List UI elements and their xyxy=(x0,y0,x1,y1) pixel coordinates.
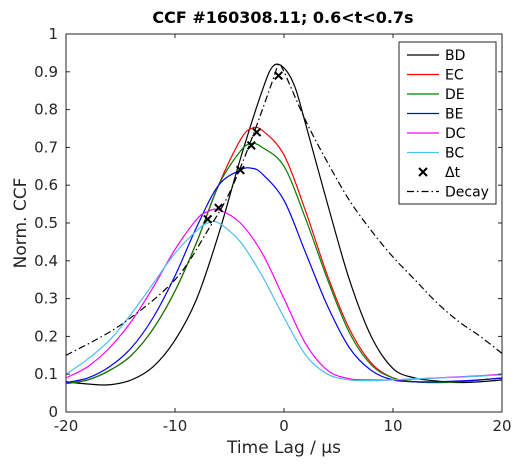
legend-box xyxy=(398,41,497,205)
legend-item-bd: BD xyxy=(407,48,465,64)
legend-item-dc: DC xyxy=(407,126,466,142)
y-axis-title: Norm. CCF xyxy=(11,178,31,269)
y-tick-label: 0.6 xyxy=(34,176,58,194)
legend-item-be: BE xyxy=(407,107,463,123)
series-line-be xyxy=(65,167,503,384)
marker-dt-3 xyxy=(246,141,256,151)
legend-item-ec: EC xyxy=(407,68,464,84)
x-tick-label: -20 xyxy=(54,417,79,435)
y-tick-label: 0.8 xyxy=(34,101,58,119)
x-tick-label: 0 xyxy=(279,417,289,435)
y-tick-label: 1 xyxy=(48,25,58,43)
marker-dt-1 xyxy=(274,71,284,81)
series-line-bc xyxy=(65,220,503,382)
x-tick-label: -10 xyxy=(163,417,188,435)
legend-label: EC xyxy=(445,68,464,84)
legend-item-dt: Δt xyxy=(418,165,461,181)
legend-marker-swatch xyxy=(418,167,428,177)
legend-item-decay: Decay xyxy=(407,185,489,201)
legend-item-bc: BC xyxy=(407,146,464,162)
marker-dt-6 xyxy=(203,214,213,224)
legend-label: Δt xyxy=(445,165,461,181)
y-tick-label: 0.9 xyxy=(34,63,58,81)
y-tick-label: 0.1 xyxy=(34,365,58,383)
series-line-decay xyxy=(65,62,503,356)
legend-label: Decay xyxy=(445,185,489,201)
legend-label: DE xyxy=(445,87,465,103)
chart-title: CCF #160308.11; 0.6<t<0.7s xyxy=(152,8,413,27)
series-layer xyxy=(65,62,503,386)
legend: BD EC DE BE DC BC Δt Decay xyxy=(398,41,497,205)
y-tick-label: 0.3 xyxy=(34,290,58,308)
legend-label: BD xyxy=(445,48,465,64)
y-tick-label: 0.4 xyxy=(34,252,58,270)
y-tick-label: 0.2 xyxy=(34,327,58,345)
tick-layer: -20 -10 0 10 20 0 0.1 0.2 0.3 0.4 0.5 0.6 0.7 0.8 0.9 1 xyxy=(34,25,511,435)
x-axis-title: Time Lag / μs xyxy=(226,438,341,458)
legend-item-de: DE xyxy=(407,87,465,103)
marker-dt-2 xyxy=(252,127,262,137)
marker-layer xyxy=(203,71,284,224)
marker-dt-5 xyxy=(214,203,224,213)
y-tick-label: 0.7 xyxy=(34,138,58,156)
legend-label: BE xyxy=(445,107,463,123)
x-tick-label: 20 xyxy=(492,417,511,435)
marker-dt-4 xyxy=(235,165,245,175)
y-tick-label: 0.5 xyxy=(34,214,58,232)
y-tick-label: 0 xyxy=(48,403,58,421)
x-tick-label: 10 xyxy=(383,417,402,435)
legend-label: DC xyxy=(445,126,466,142)
legend-label: BC xyxy=(445,146,464,162)
